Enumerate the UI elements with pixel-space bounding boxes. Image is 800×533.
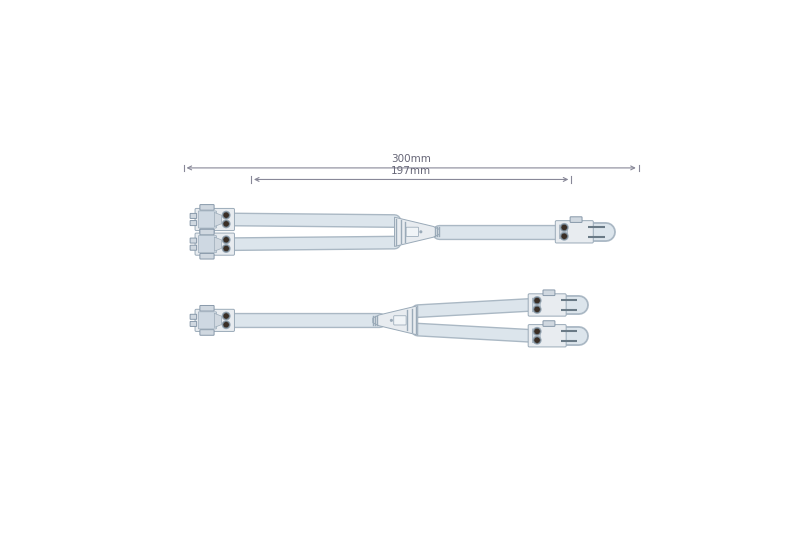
Circle shape <box>534 337 540 343</box>
Polygon shape <box>533 329 540 343</box>
Circle shape <box>534 328 540 335</box>
Circle shape <box>560 223 568 231</box>
Circle shape <box>222 245 230 253</box>
FancyBboxPatch shape <box>528 325 566 347</box>
FancyBboxPatch shape <box>190 314 197 319</box>
FancyBboxPatch shape <box>555 221 594 243</box>
Circle shape <box>222 321 230 329</box>
Circle shape <box>222 312 230 320</box>
FancyBboxPatch shape <box>195 309 234 332</box>
FancyBboxPatch shape <box>198 312 217 329</box>
Text: 300mm: 300mm <box>391 154 431 164</box>
Polygon shape <box>214 237 222 251</box>
Circle shape <box>223 237 230 243</box>
Circle shape <box>533 327 541 335</box>
Circle shape <box>223 313 230 319</box>
FancyBboxPatch shape <box>200 254 214 259</box>
FancyBboxPatch shape <box>528 294 566 316</box>
FancyBboxPatch shape <box>190 321 197 326</box>
Circle shape <box>534 306 540 312</box>
FancyBboxPatch shape <box>198 236 217 253</box>
Polygon shape <box>214 213 222 227</box>
FancyBboxPatch shape <box>543 290 555 296</box>
Polygon shape <box>559 225 567 239</box>
Circle shape <box>561 233 567 239</box>
FancyBboxPatch shape <box>543 321 555 326</box>
Circle shape <box>561 224 567 231</box>
FancyBboxPatch shape <box>200 229 214 235</box>
Circle shape <box>222 211 230 219</box>
Circle shape <box>534 297 540 304</box>
Polygon shape <box>394 217 439 246</box>
FancyBboxPatch shape <box>190 213 197 219</box>
FancyBboxPatch shape <box>200 205 214 210</box>
Circle shape <box>223 212 230 219</box>
Circle shape <box>223 221 230 227</box>
FancyBboxPatch shape <box>200 330 214 335</box>
FancyBboxPatch shape <box>406 227 418 237</box>
Circle shape <box>419 230 422 233</box>
Circle shape <box>533 336 541 344</box>
FancyBboxPatch shape <box>200 305 214 311</box>
Circle shape <box>533 305 541 313</box>
Text: 197mm: 197mm <box>391 166 431 175</box>
Circle shape <box>222 220 230 228</box>
Circle shape <box>533 296 541 304</box>
FancyBboxPatch shape <box>198 211 217 228</box>
Circle shape <box>223 321 230 328</box>
FancyBboxPatch shape <box>190 221 197 225</box>
FancyBboxPatch shape <box>195 233 234 255</box>
FancyBboxPatch shape <box>570 217 582 222</box>
Polygon shape <box>373 306 418 335</box>
Polygon shape <box>533 298 540 312</box>
Circle shape <box>390 319 393 322</box>
FancyBboxPatch shape <box>200 229 214 235</box>
Circle shape <box>560 232 568 240</box>
FancyBboxPatch shape <box>195 208 234 231</box>
Circle shape <box>222 236 230 244</box>
Circle shape <box>223 245 230 252</box>
FancyBboxPatch shape <box>190 245 197 250</box>
FancyBboxPatch shape <box>190 238 197 243</box>
Polygon shape <box>214 313 222 327</box>
FancyBboxPatch shape <box>394 316 406 325</box>
